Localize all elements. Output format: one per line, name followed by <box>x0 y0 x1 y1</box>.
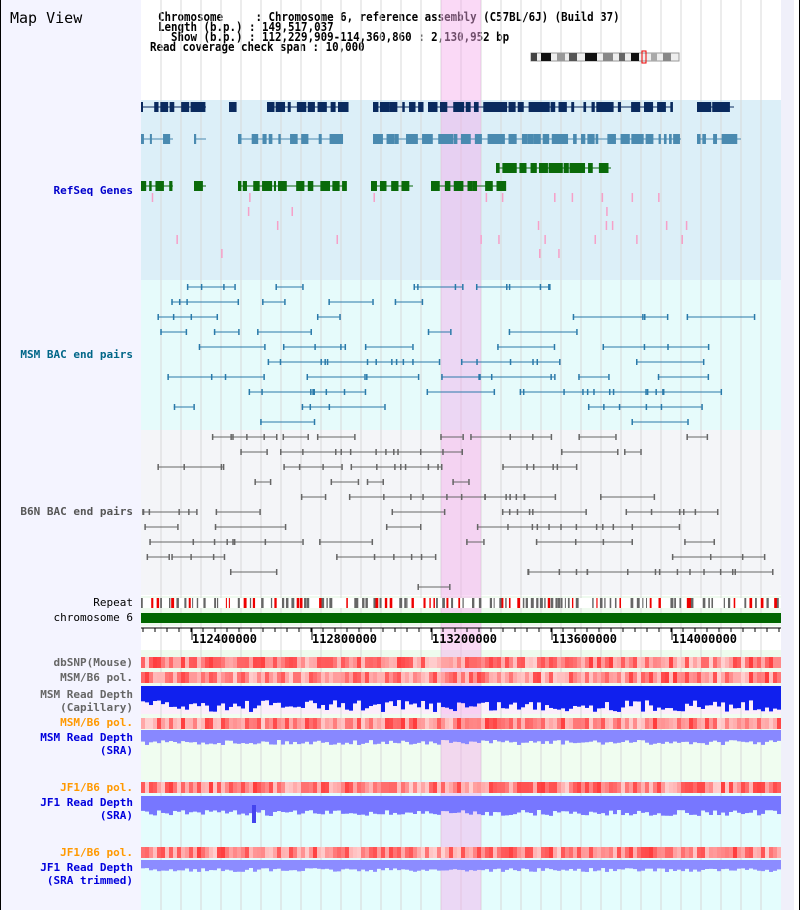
ideogram-band <box>651 53 657 61</box>
track-label-dbsnp: dbSNP(Mouse) <box>53 656 133 669</box>
ideogram-band <box>557 53 565 61</box>
ideogram-band <box>631 53 639 61</box>
track-label-jf1-depth-trimmed: JF1 Read Depth (SRA trimmed) <box>40 861 133 887</box>
track-label-refseq[interactable]: RefSeq Genes <box>53 184 133 197</box>
highlight-region[interactable] <box>441 0 481 910</box>
track-label-jf1-depth-sra: JF1 Read Depth (SRA) <box>40 796 133 822</box>
track-label-msm-pol-2: MSM/B6 pol. <box>60 716 133 729</box>
right-margin <box>781 0 794 910</box>
page-title: Map View <box>10 9 83 27</box>
ideogram-band <box>619 53 625 61</box>
length-value: 149,517,037 <box>262 20 334 34</box>
track-label-b6n-bac[interactable]: B6N BAC end pairs <box>20 505 133 518</box>
track-label-msm-depth-sra: MSM Read Depth (SRA) <box>40 731 133 757</box>
span-value: 10,000 <box>325 40 365 54</box>
track-label-jf1-pol-2: JF1/B6 pol. <box>60 846 133 859</box>
length-label: Length (b.p.) : <box>158 20 256 34</box>
span-info: Read coverage check span : 10,000 <box>150 40 365 54</box>
ideogram-band <box>603 53 613 61</box>
track-label-chromosome: chromosome 6 <box>53 611 133 624</box>
ideogram-band <box>569 53 577 61</box>
ideogram-band <box>531 53 537 61</box>
track-label-msm-depth-capillary: MSM Read Depth (Capillary) <box>40 688 133 714</box>
length-info: Length (b.p.) : 149,517,037 <box>158 20 334 34</box>
axis-tick-label: 112800000 <box>312 632 378 646</box>
axis-tick-label: 113200000 <box>432 632 498 646</box>
axis-tick-label: 113600000 <box>552 632 618 646</box>
ideogram-band <box>585 53 597 61</box>
track-label-msm-pol: MSM/B6 pol. <box>60 671 133 684</box>
span-label: Read coverage check span : <box>150 40 320 54</box>
track-label-msm-bac[interactable]: MSM BAC end pairs <box>20 348 133 361</box>
axis-tick-label: 112400000 <box>192 632 258 646</box>
ideogram-band <box>663 53 671 61</box>
show-label: Show (b.p.) : <box>158 30 256 44</box>
track-label-repeat: Repeat <box>93 596 133 609</box>
label-panel <box>1 0 141 910</box>
chromosome-ideogram <box>530 52 680 62</box>
ideogram-position-marker <box>641 50 647 64</box>
axis-tick-label: 114000000 <box>672 632 738 646</box>
ideogram-band <box>541 53 551 61</box>
track-label-jf1-pol: JF1/B6 pol. <box>60 781 133 794</box>
chromosome-label: Chromosome : <box>158 10 263 24</box>
